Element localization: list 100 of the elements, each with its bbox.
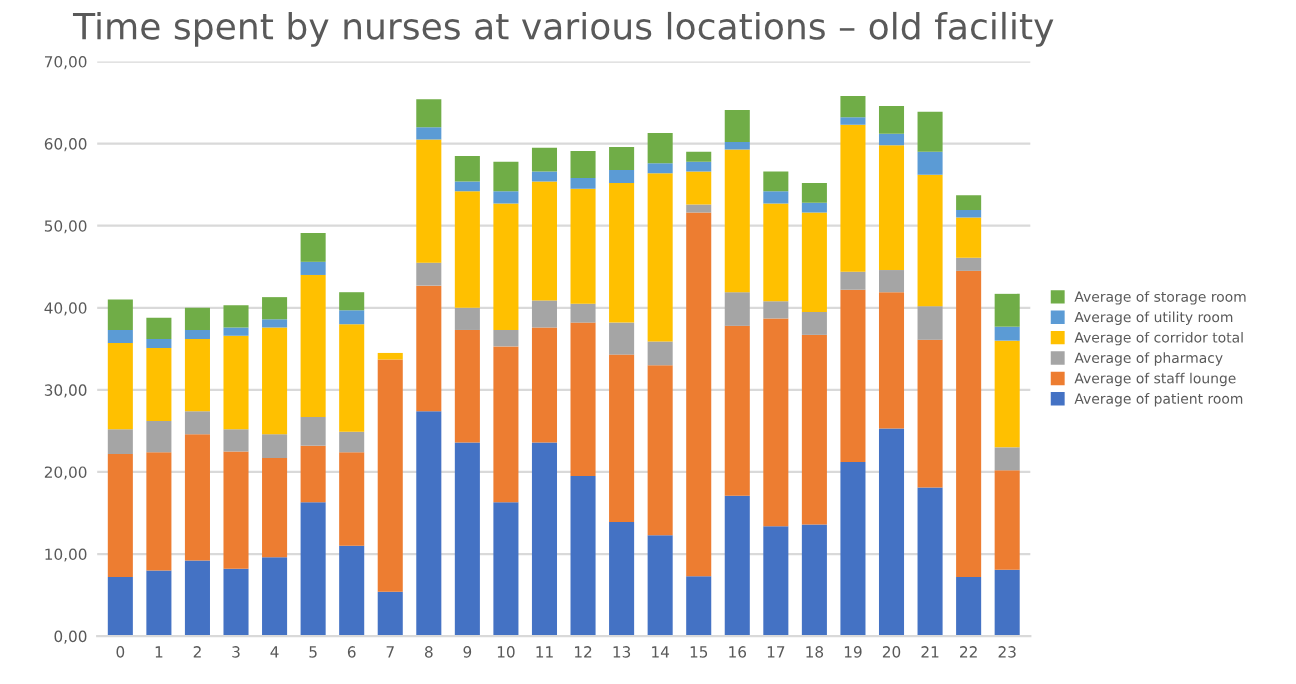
- bar: [763, 318, 789, 527]
- bar: [570, 303, 596, 323]
- bar: [300, 502, 326, 637]
- bar: [184, 307, 210, 330]
- bar: [531, 147, 558, 172]
- bar: [609, 354, 635, 523]
- bar: [300, 233, 326, 262]
- bar: [724, 149, 750, 293]
- chart-title: Time spent by nurses at various locations – old facility: [72, 11, 1054, 47]
- bar: [107, 329, 133, 344]
- bar: [840, 124, 866, 272]
- bar: [686, 576, 712, 637]
- bar: [223, 451, 249, 569]
- bar: [801, 334, 827, 525]
- bar: [609, 522, 635, 637]
- bar: [763, 171, 789, 192]
- bar: [416, 99, 442, 128]
- bar: [146, 348, 172, 422]
- bar: [994, 569, 1020, 637]
- bar: [416, 262, 442, 286]
- bar: [686, 171, 712, 205]
- bar: [454, 329, 480, 443]
- bar: [917, 339, 943, 488]
- bar: [339, 292, 365, 311]
- bar: [686, 204, 712, 213]
- bar: [146, 570, 172, 637]
- bar: [956, 577, 982, 637]
- bar: [262, 458, 288, 558]
- bar: [223, 568, 249, 637]
- bar: [184, 411, 210, 435]
- bar: [878, 292, 905, 429]
- bar: [570, 178, 596, 189]
- bar: [840, 289, 866, 463]
- bar: [454, 307, 480, 330]
- bar: [107, 577, 133, 637]
- bar: [647, 341, 673, 366]
- bar: [917, 111, 943, 152]
- bar: [609, 169, 635, 184]
- bar: [531, 327, 558, 443]
- bar: [454, 181, 480, 192]
- bar: [878, 270, 905, 293]
- bar: [262, 434, 288, 459]
- bar: [994, 326, 1020, 341]
- bar: [917, 306, 943, 340]
- bar: [801, 202, 827, 213]
- bar: [531, 300, 558, 328]
- bar: [917, 151, 943, 175]
- bar: [416, 127, 442, 140]
- bar: [647, 365, 673, 536]
- bar: [570, 322, 596, 477]
- bar: [763, 191, 789, 204]
- bar: [146, 317, 172, 339]
- bar: [878, 105, 905, 134]
- bar: [570, 188, 596, 304]
- bar: [146, 421, 172, 453]
- bar: [609, 183, 635, 323]
- bar: [146, 452, 172, 571]
- bar: [531, 442, 558, 637]
- bar: [184, 434, 210, 561]
- bar: [956, 257, 982, 271]
- bar: [840, 462, 866, 637]
- bar: [917, 487, 943, 637]
- bar: [647, 132, 673, 164]
- bar: [994, 447, 1020, 471]
- bar: [686, 161, 712, 172]
- bar: [493, 502, 519, 637]
- bar: [339, 452, 365, 546]
- bar: [801, 311, 827, 335]
- bar: [801, 524, 827, 637]
- bar: [956, 210, 982, 218]
- bar: [339, 431, 365, 453]
- bar: [416, 285, 442, 412]
- bar: [994, 470, 1020, 570]
- bar: [840, 96, 866, 118]
- bar: [339, 545, 365, 637]
- bar: [223, 335, 249, 430]
- bar: [801, 183, 827, 203]
- bar: [763, 203, 789, 302]
- bar: [339, 310, 365, 325]
- bar: [377, 352, 403, 360]
- bar: [300, 445, 326, 503]
- bar: [107, 429, 133, 454]
- bar: [300, 274, 326, 417]
- bar: [531, 181, 558, 301]
- bar: [416, 411, 442, 637]
- bar: [146, 338, 172, 349]
- bar: [300, 261, 326, 275]
- bar: [878, 133, 905, 146]
- bar: [454, 442, 480, 637]
- bar: [223, 305, 249, 328]
- bar: [994, 340, 1020, 448]
- bar: [840, 271, 866, 290]
- bar: [686, 151, 712, 162]
- bar: [724, 142, 750, 150]
- bar: [493, 329, 519, 347]
- bar: [531, 171, 558, 182]
- bar: [647, 163, 673, 174]
- bar: [994, 293, 1020, 327]
- bar: [454, 191, 480, 308]
- bar: [878, 428, 905, 637]
